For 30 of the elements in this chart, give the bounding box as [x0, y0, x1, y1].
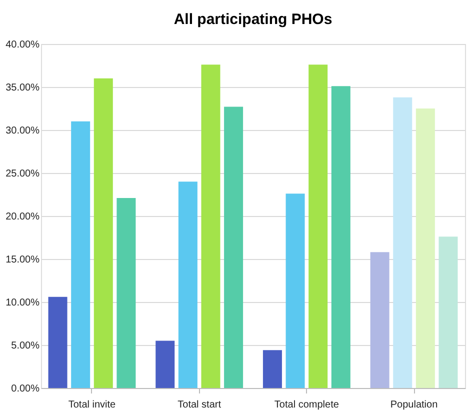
y-tick-label: 0.00% [11, 384, 40, 394]
bar [438, 236, 458, 388]
bar [48, 296, 68, 388]
bar [156, 340, 175, 388]
x-tick-label: Total invite [68, 400, 116, 410]
bar [71, 121, 90, 388]
y-tick-label: 20.00% [6, 212, 40, 222]
bar [262, 350, 282, 388]
bar [370, 252, 390, 388]
bar [308, 64, 328, 388]
bar [201, 64, 220, 388]
bar [393, 97, 412, 388]
y-tick-label: 30.00% [6, 126, 40, 136]
bar [178, 182, 198, 388]
y-tick-label: 40.00% [6, 40, 40, 50]
bar [116, 198, 136, 388]
x-tick-label: Total complete [274, 400, 340, 410]
y-tick-label: 25.00% [6, 168, 40, 180]
chart-title: All participating PHOs [174, 11, 332, 28]
y-tick-label: 35.00% [6, 82, 40, 94]
bar [286, 194, 305, 388]
y-tick-label: 15.00% [6, 254, 40, 266]
x-tick-label: Total start [178, 400, 222, 410]
bar [224, 106, 244, 388]
bar [331, 86, 350, 388]
y-tick-label: 10.00% [6, 298, 40, 308]
y-tick-label: 5.00% [11, 340, 40, 352]
x-tick-label: Population [390, 400, 438, 410]
bar [94, 78, 113, 388]
bar [416, 108, 435, 388]
